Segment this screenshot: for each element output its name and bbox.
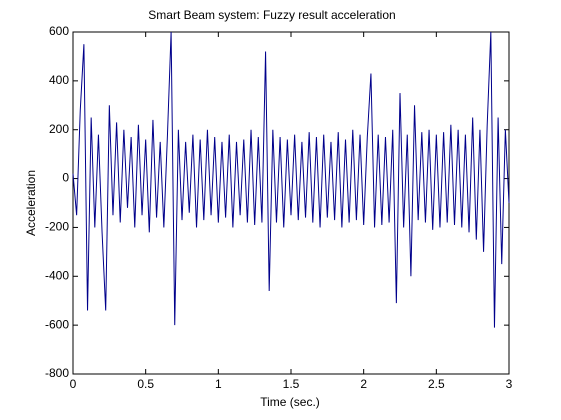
- y-tick-label: 0: [62, 171, 69, 185]
- x-tick-label: 3: [506, 377, 513, 391]
- y-tick-label: 400: [49, 73, 69, 87]
- x-axis-label: Time (sec.): [260, 395, 320, 409]
- y-tick-label: -400: [45, 268, 69, 282]
- y-tick-label: -800: [45, 366, 69, 380]
- plot-frame: [72, 31, 510, 375]
- signal-line: [72, 31, 510, 328]
- y-axis-label: Acceleration: [24, 170, 38, 236]
- x-tick-label: 2: [360, 377, 367, 391]
- x-tick-label: 0: [70, 377, 77, 391]
- y-tick-label: -200: [45, 220, 69, 234]
- x-tick-label: 0.5: [137, 377, 154, 391]
- x-tick-label: 1: [215, 377, 222, 391]
- y-tick-label: -600: [45, 317, 69, 331]
- x-tick-label: 1.5: [283, 377, 300, 391]
- y-tick-label: 600: [49, 24, 69, 38]
- y-tick-label: 200: [49, 122, 69, 136]
- x-tick-label: 2.5: [428, 377, 445, 391]
- chart-title: Smart Beam system: Fuzzy result accelera…: [148, 8, 395, 22]
